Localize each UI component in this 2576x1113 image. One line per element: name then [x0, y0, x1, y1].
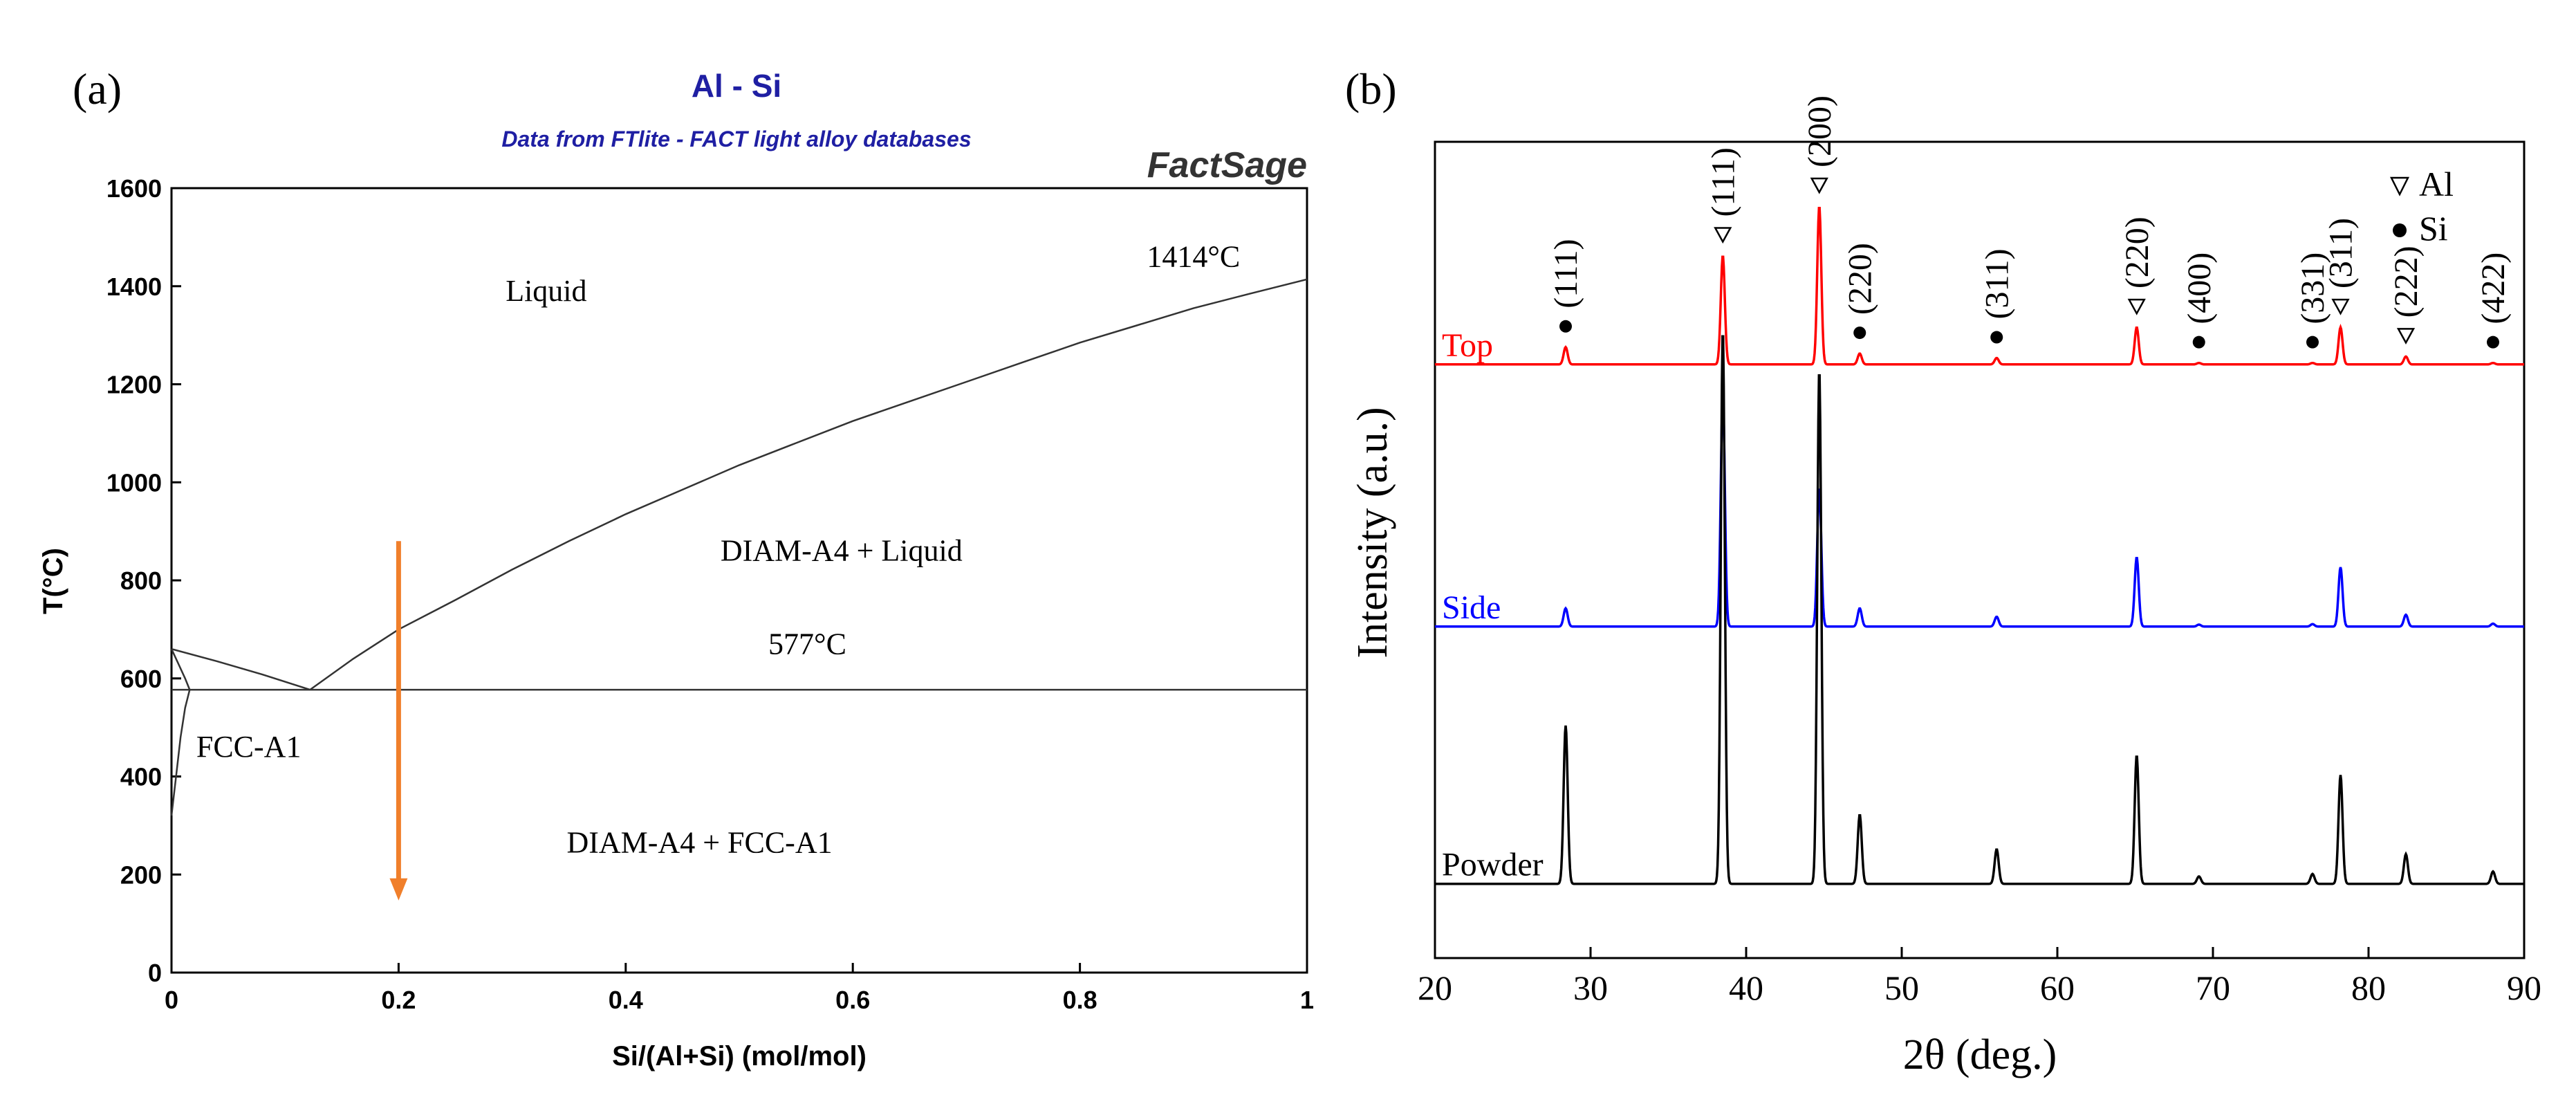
si-marker-icon [2306, 335, 2319, 349]
xrd-series-side [1435, 395, 2524, 628]
a-region-annotation: 577°C [768, 627, 846, 661]
al-marker-icon [2331, 298, 2350, 315]
b-xtick-label: 80 [2351, 968, 2386, 1007]
a-ytick-label: 200 [120, 861, 162, 889]
a-ytick-label: 1000 [106, 468, 162, 497]
series-label-top: Top [1442, 327, 1493, 364]
b-xtick-label: 40 [1729, 968, 1763, 1007]
si-marker-icon [1990, 331, 2003, 344]
panel-b-label: (b) [1345, 64, 1397, 113]
a-xtick-label: 1 [1300, 986, 1314, 1014]
si-marker-icon [1853, 326, 1866, 340]
a-ytick-label: 600 [120, 665, 162, 693]
panel-a-software-label: FactSage [1147, 145, 1307, 185]
xrd-series-top [1435, 206, 2524, 366]
panel-a: (a) Al - Si Data from FTlite - FACT ligh… [38, 64, 1314, 1071]
peak-index-label: (200) [1801, 95, 1838, 167]
si-marker-icon [1559, 320, 1572, 333]
b-xtick-label: 20 [1418, 968, 1452, 1007]
b-xtick-label: 70 [2196, 968, 2230, 1007]
a-ytick-label: 1200 [106, 371, 162, 399]
legend-label: Al [2419, 165, 2454, 203]
panel-b: (b) 20 30 40 50 60 70 80 90 Top Side Powder (111)… [1345, 64, 2541, 1078]
a-xtick-label: 0.6 [835, 986, 870, 1014]
al-marker-icon [1714, 227, 1732, 244]
si-marker-icon [2192, 335, 2205, 349]
a-region-annotation: DIAM-A4 + FCC-A1 [566, 825, 832, 859]
a-region-annotation: DIAM-A4 + Liquid [721, 534, 963, 568]
cooling-arrow-head [389, 878, 408, 901]
a-xtick-label: 0 [165, 986, 178, 1014]
legend-si-icon [2393, 223, 2407, 237]
a-ytick-label: 0 [148, 959, 162, 987]
series-label-side: Side [1442, 589, 1501, 626]
peak-index-label: (331) [2295, 252, 2331, 324]
series-label-powder: Powder [1442, 847, 1544, 883]
a-xtick-label: 0.4 [609, 986, 643, 1014]
legend-al-icon [2389, 176, 2410, 196]
a-xtick-label: 0.8 [1063, 986, 1097, 1014]
a-ytick-label: 1400 [106, 273, 162, 301]
a-ytick-label: 400 [120, 763, 162, 791]
peak-index-label: (220) [2119, 217, 2156, 288]
peak-index-label: (222) [2388, 246, 2425, 318]
peak-index-label: (111) [1705, 147, 1741, 217]
a-phase-boundary-line [171, 647, 311, 691]
a-region-annotation: 1414°C [1147, 239, 1240, 273]
peak-index-label: (311) [1979, 248, 2015, 319]
al-marker-icon [1810, 177, 1828, 194]
panel-a-title: Al - Si [692, 68, 781, 104]
peak-index-label: (220) [1842, 243, 1878, 315]
a-xtick-label: 0.2 [381, 986, 416, 1014]
panel-a-ylabel: T(°C) [38, 548, 68, 614]
b-xtick-label: 30 [1573, 968, 1608, 1007]
peak-index-label: (111) [1548, 239, 1584, 308]
peak-index-label: (422) [2475, 252, 2512, 324]
panel-a-subtitle: Data from FTlite - FACT light alloy data… [501, 127, 971, 151]
a-phase-boundary-line [170, 648, 191, 690]
al-marker-icon [2396, 328, 2416, 344]
a-ytick-label: 1600 [106, 174, 162, 203]
b-xtick-label: 50 [1884, 968, 1919, 1007]
panel-a-label: (a) [73, 64, 122, 113]
panel-b-xlabel: 2θ (deg.) [1903, 1031, 2057, 1078]
a-ytick-label: 800 [120, 567, 162, 595]
si-marker-icon [2487, 335, 2499, 349]
panel-b-ylabel: Intensity (a.u.) [1349, 407, 1396, 658]
peak-index-label: (311) [2323, 218, 2360, 288]
al-marker-icon [2127, 298, 2146, 315]
b-xtick-label: 90 [2507, 968, 2541, 1007]
b-xtick-label: 60 [2040, 968, 2075, 1007]
a-phase-boundary-line [170, 689, 191, 816]
legend-label: Si [2419, 209, 2448, 248]
panel-b-plot-frame [1434, 140, 2526, 959]
panel-a-xlabel: Si/(Al+Si) (mol/mol) [612, 1041, 867, 1071]
a-region-annotation: FCC-A1 [196, 730, 302, 764]
a-phase-boundary-line [309, 278, 1308, 691]
a-region-annotation: Liquid [506, 274, 586, 308]
xrd-series-powder [1435, 335, 2524, 885]
peak-index-label: (400) [2181, 252, 2218, 324]
